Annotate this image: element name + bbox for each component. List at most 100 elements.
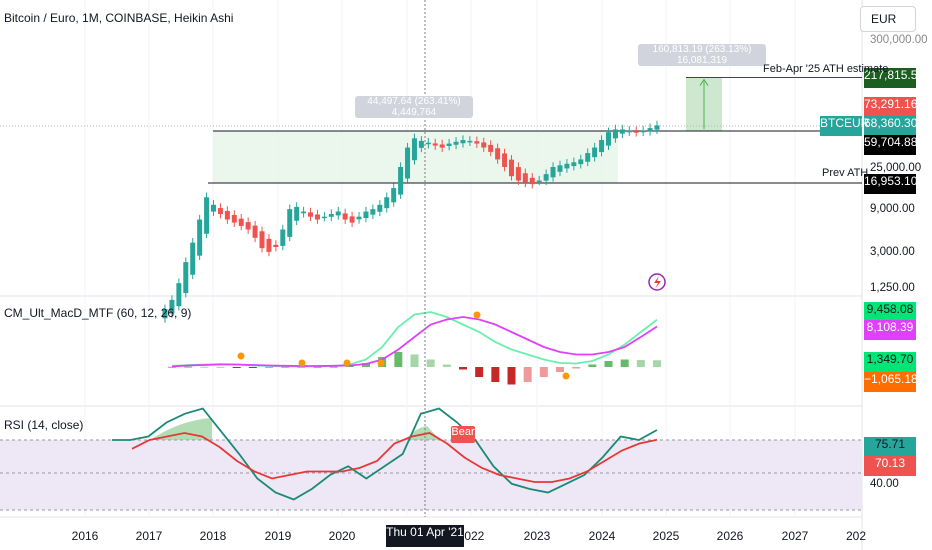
- candle-body: [224, 210, 230, 220]
- candle-body: [592, 147, 598, 158]
- macd-histogram-bar: [265, 367, 273, 368]
- candle-body: [550, 166, 556, 178]
- price-tag-target: 217,815.56: [864, 68, 924, 88]
- candle-body: [377, 204, 383, 212]
- candle-body: [335, 211, 341, 216]
- candle-body: [363, 211, 369, 219]
- macd-histogram-bar: [442, 364, 451, 367]
- rsi-axis-label: 40.00: [870, 478, 899, 490]
- candle-body: [619, 129, 625, 134]
- macd-histogram-bar: [604, 361, 613, 367]
- macd-title: CM_Ult_MacD_MTF (60, 12, 26, 9): [4, 306, 192, 320]
- candle-body: [356, 216, 362, 220]
- price-tag-prev-ath: 16,953.10: [864, 174, 917, 194]
- candle-body: [384, 197, 390, 209]
- candle-body: [411, 138, 417, 161]
- candle-body: [238, 218, 244, 226]
- bear-badge: Bear: [451, 426, 475, 443]
- candle-body: [599, 140, 605, 153]
- macd-histogram-bar: [588, 364, 597, 367]
- candle-body: [273, 244, 279, 248]
- crosshair-date-label: Thu 01 Apr '21: [386, 525, 464, 547]
- signal-tag: 8,108.39: [864, 320, 916, 340]
- candle-body: [529, 177, 535, 185]
- candle-body: [495, 148, 501, 160]
- rsi-band: [0, 440, 862, 510]
- candle-body: [557, 165, 563, 172]
- macd-histogram-bar: [426, 359, 435, 367]
- x-axis-label: 2023: [523, 529, 551, 543]
- candle-body: [432, 143, 438, 146]
- macd-histogram-bar: [491, 367, 500, 382]
- prev-ath-label: Prev ATH: [822, 167, 869, 179]
- candle-body: [349, 216, 355, 223]
- macd-histogram-bar: [394, 352, 403, 367]
- range-measure-label: 44,497.64 (263.41%) 4,449,764: [355, 96, 473, 118]
- ath-estimate-label: Feb-Apr '25 ATH estimate: [763, 63, 889, 75]
- candle-body: [605, 132, 611, 146]
- candle-body: [654, 125, 660, 130]
- price-tag-ath-2021: 59,704.88: [864, 135, 917, 155]
- candle-body: [190, 242, 196, 275]
- candle-body: [460, 140, 466, 144]
- macd-cross-dot: [562, 372, 570, 380]
- candle-body: [585, 153, 591, 162]
- candle-body: [578, 159, 584, 165]
- macd-histogram-bar: [184, 366, 193, 368]
- candle-body: [405, 147, 411, 179]
- candle-body: [446, 143, 452, 146]
- price-tag-high: 73,291.16: [864, 97, 917, 117]
- macd-histogram-bar: [507, 367, 516, 385]
- macd-histogram-bar: [572, 367, 581, 369]
- price-axis-label: 9,000.00: [870, 203, 915, 215]
- histogram-neg-tag: −1,065.18: [864, 372, 918, 392]
- candle-body: [252, 225, 258, 238]
- macd-histogram-bar: [620, 359, 629, 367]
- x-axis-label: 2025: [652, 529, 680, 543]
- x-axis-label: 2020: [328, 529, 356, 543]
- macd-tag: 9,458.08: [864, 302, 916, 322]
- macd-cross-dot: [298, 359, 306, 367]
- candle-body: [280, 229, 286, 246]
- macd-histogram-bar: [556, 367, 564, 372]
- x-axis-label: 2022: [457, 529, 485, 543]
- macd-histogram-bar: [362, 363, 370, 367]
- x-axis-label: 2019: [264, 529, 292, 543]
- candle-body: [502, 153, 508, 167]
- candle-body: [467, 140, 473, 143]
- macd-histogram-bar: [281, 367, 290, 368]
- macd-histogram-bar: [653, 360, 661, 367]
- macd-cross-dot: [377, 359, 385, 367]
- histogram-tag: 1,349.70: [864, 352, 916, 372]
- price-axis-top: 300,000.00: [870, 34, 928, 46]
- x-axis-label: 2017: [135, 529, 163, 543]
- x-axis-label: 2018: [199, 529, 227, 543]
- candle-body: [626, 130, 632, 133]
- macd-histogram-bar: [410, 354, 419, 367]
- macd-histogram-bar: [216, 366, 225, 368]
- candle-body: [474, 141, 480, 144]
- currency-selector[interactable]: EUR: [860, 6, 916, 32]
- candle-body: [522, 173, 528, 183]
- candle-body: [287, 209, 293, 237]
- candle-body: [245, 222, 251, 230]
- candle-body: [640, 130, 646, 133]
- macd-histogram-bar: [168, 366, 176, 368]
- macd-cross-dot: [343, 359, 351, 367]
- x-axis-label: 2024: [588, 529, 616, 543]
- projection-arrowhead: [699, 78, 709, 86]
- candle-body: [453, 141, 459, 145]
- macd-histogram-bar: [459, 367, 467, 370]
- candle-body: [294, 206, 300, 221]
- x-axis-label: 202: [845, 529, 867, 543]
- projection-measure-label: 160,813.19 (263.13%) 16,081,319: [638, 44, 766, 66]
- candle-body: [301, 211, 307, 214]
- candle-body: [543, 174, 549, 181]
- macd-histogram-bar: [636, 360, 645, 367]
- candle-body: [418, 140, 424, 148]
- candle-body: [571, 162, 577, 167]
- candle-body: [633, 131, 639, 133]
- candle-body: [211, 204, 217, 212]
- candle-body: [314, 214, 320, 220]
